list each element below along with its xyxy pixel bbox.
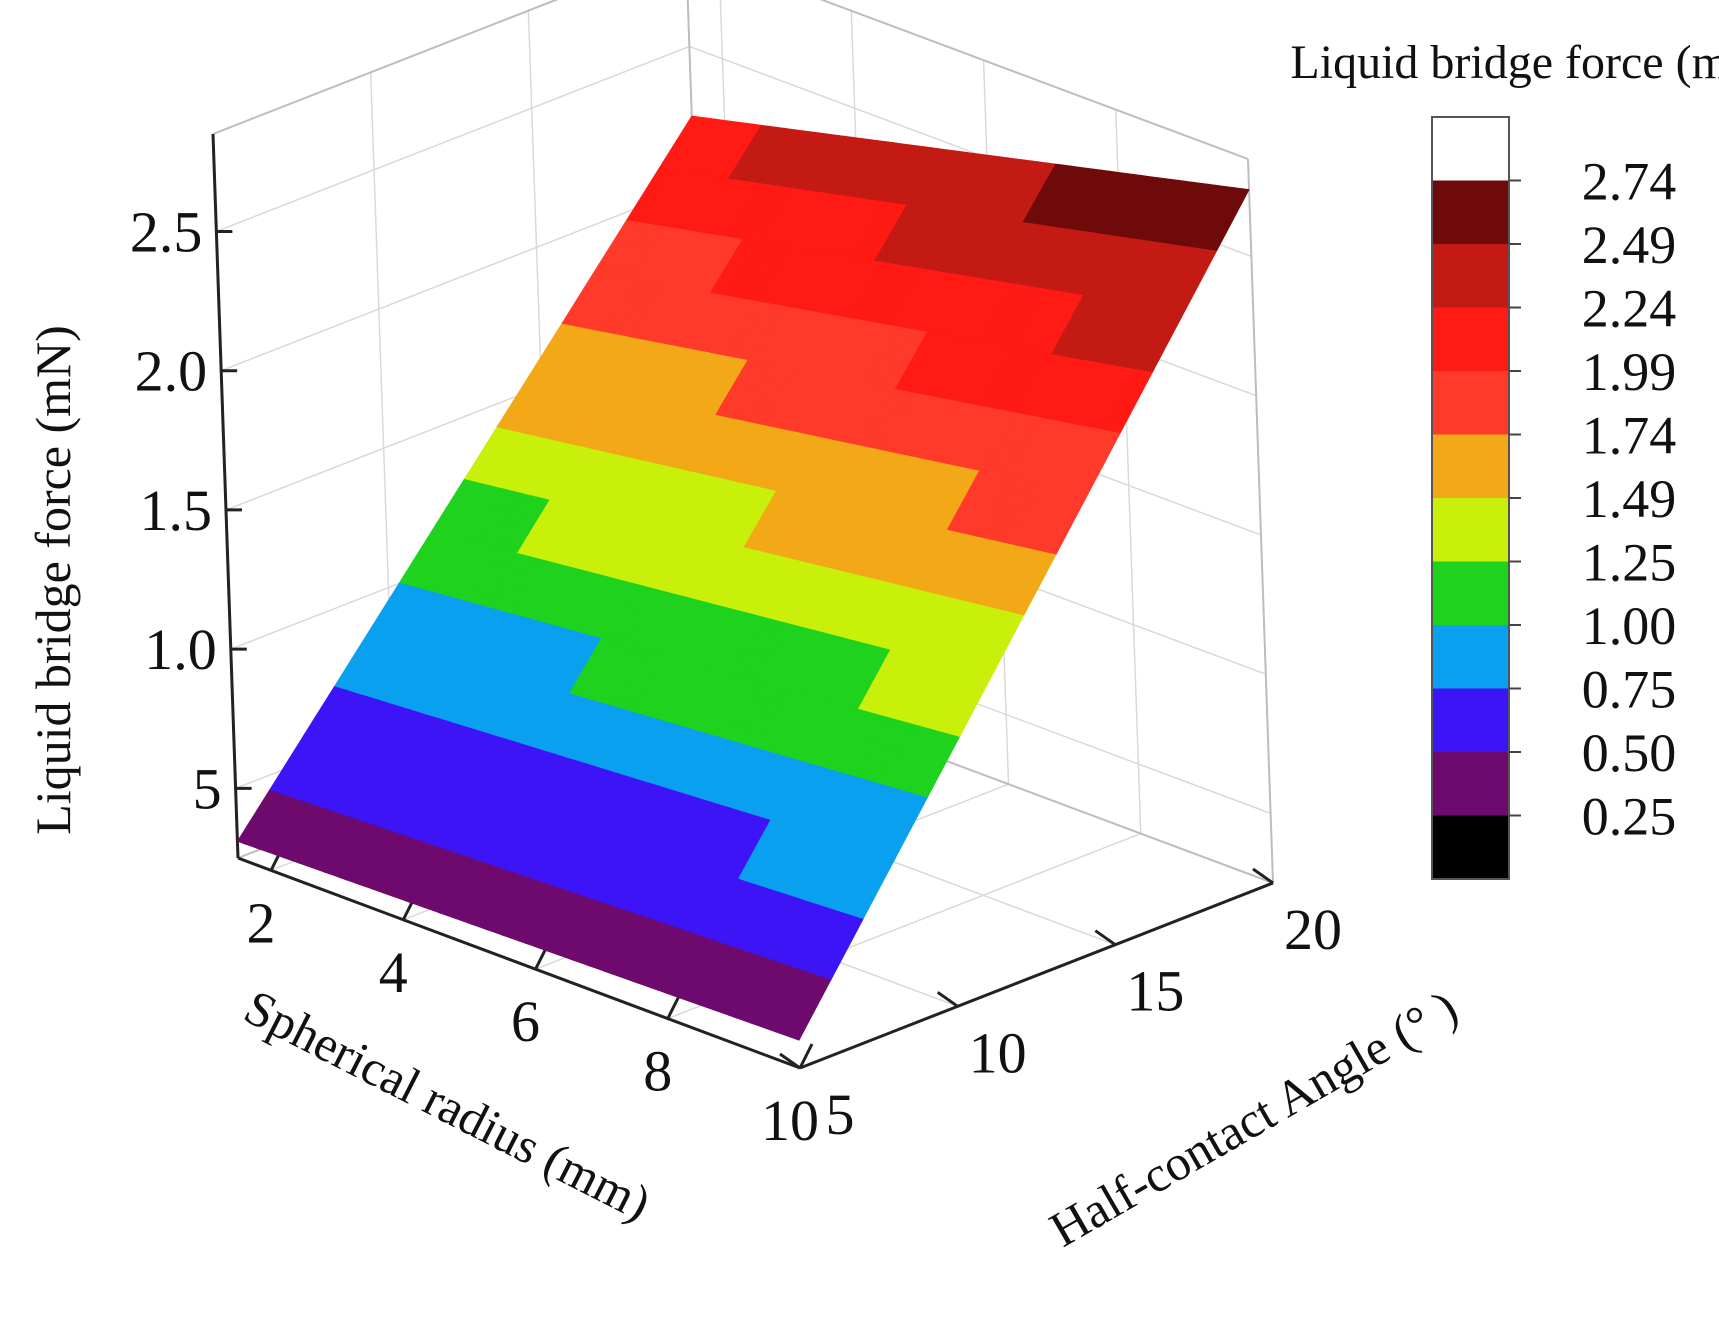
colorbar-segment <box>1432 434 1509 499</box>
colorbar-tick-label: 0.50 <box>1582 723 1677 783</box>
colorbar-segment <box>1432 625 1509 690</box>
box-edge <box>819 0 1249 160</box>
colorbar-tick-label: 0.75 <box>1582 660 1677 720</box>
colorbar-tick-label: 1.99 <box>1582 342 1677 402</box>
colorbar-segment <box>1432 815 1509 880</box>
y-tick-mark <box>779 1052 801 1070</box>
y-tick-label: 15 <box>1126 959 1184 1024</box>
colorbar-segment <box>1432 244 1509 309</box>
colorbar-tick-label: 1.00 <box>1582 596 1677 656</box>
x-axis-line <box>237 856 801 1070</box>
colorbar-segment <box>1432 180 1509 245</box>
surface-layer <box>236 115 1250 1041</box>
z-tick-label: 2.5 <box>130 199 203 264</box>
x-tick-label: 2 <box>247 890 276 955</box>
colorbar-segment <box>1432 561 1509 626</box>
colorbar-segment <box>1432 307 1509 372</box>
x-tick-mark <box>666 993 682 1020</box>
z-axis-line <box>211 133 240 859</box>
y-tick-mark <box>936 991 959 1008</box>
y-tick-label: 20 <box>1284 897 1342 962</box>
colorbar-tick-label: 1.74 <box>1582 406 1677 466</box>
z-tick-label: 5 <box>193 756 222 821</box>
colorbar-segment <box>1432 752 1509 817</box>
colorbar: Liquid bridge force (mN) 2.742.492.241.9… <box>1290 36 1719 880</box>
colorbar-tick-label: 1.25 <box>1582 533 1677 593</box>
colorbar-tick-label: 2.49 <box>1582 215 1677 275</box>
colorbar-segment <box>1432 117 1509 182</box>
z-tick-label: 2.0 <box>135 339 208 404</box>
y-axis-line <box>799 881 1274 1070</box>
colorbar-segment <box>1432 371 1509 436</box>
box-edge <box>1247 158 1274 884</box>
y-tick-label: 5 <box>826 1082 855 1147</box>
colorbar-tick-label: 1.49 <box>1582 469 1677 529</box>
y-tick-mark <box>1252 867 1274 885</box>
z-tick-label: 1.0 <box>144 617 217 682</box>
z-axis-title: Liquid bridge force (mN) <box>25 325 81 835</box>
colorbar-tick-label: 2.24 <box>1582 279 1677 339</box>
colorbar-segment <box>1432 688 1509 753</box>
colorbar-title: Liquid bridge force (mN) <box>1290 36 1719 89</box>
colorbar-tick-label: 0.25 <box>1582 787 1677 847</box>
colorbar-tick-label: 2.74 <box>1582 152 1677 212</box>
z-tick-label: 1.5 <box>139 478 212 543</box>
back-wall-grid-line <box>220 184 695 372</box>
x-axis-title: Spherical radius (mm) <box>236 978 660 1231</box>
x-tick-label: 6 <box>511 989 540 1054</box>
y-tick-mark <box>1094 929 1117 946</box>
y-tick-label: 10 <box>969 1020 1027 1085</box>
x-tick-label: 8 <box>643 1039 672 1104</box>
x-tick-label: 10 <box>761 1088 819 1153</box>
surface-patch <box>1208 188 1250 251</box>
box-edge <box>212 0 559 135</box>
colorbar-segment <box>1432 498 1509 563</box>
x-tick-mark <box>798 1043 814 1069</box>
y-axis-title: Half-contact Angle (° ) <box>1040 979 1466 1258</box>
x-tick-label: 4 <box>379 940 408 1005</box>
back-wall-grid-line <box>216 45 690 233</box>
